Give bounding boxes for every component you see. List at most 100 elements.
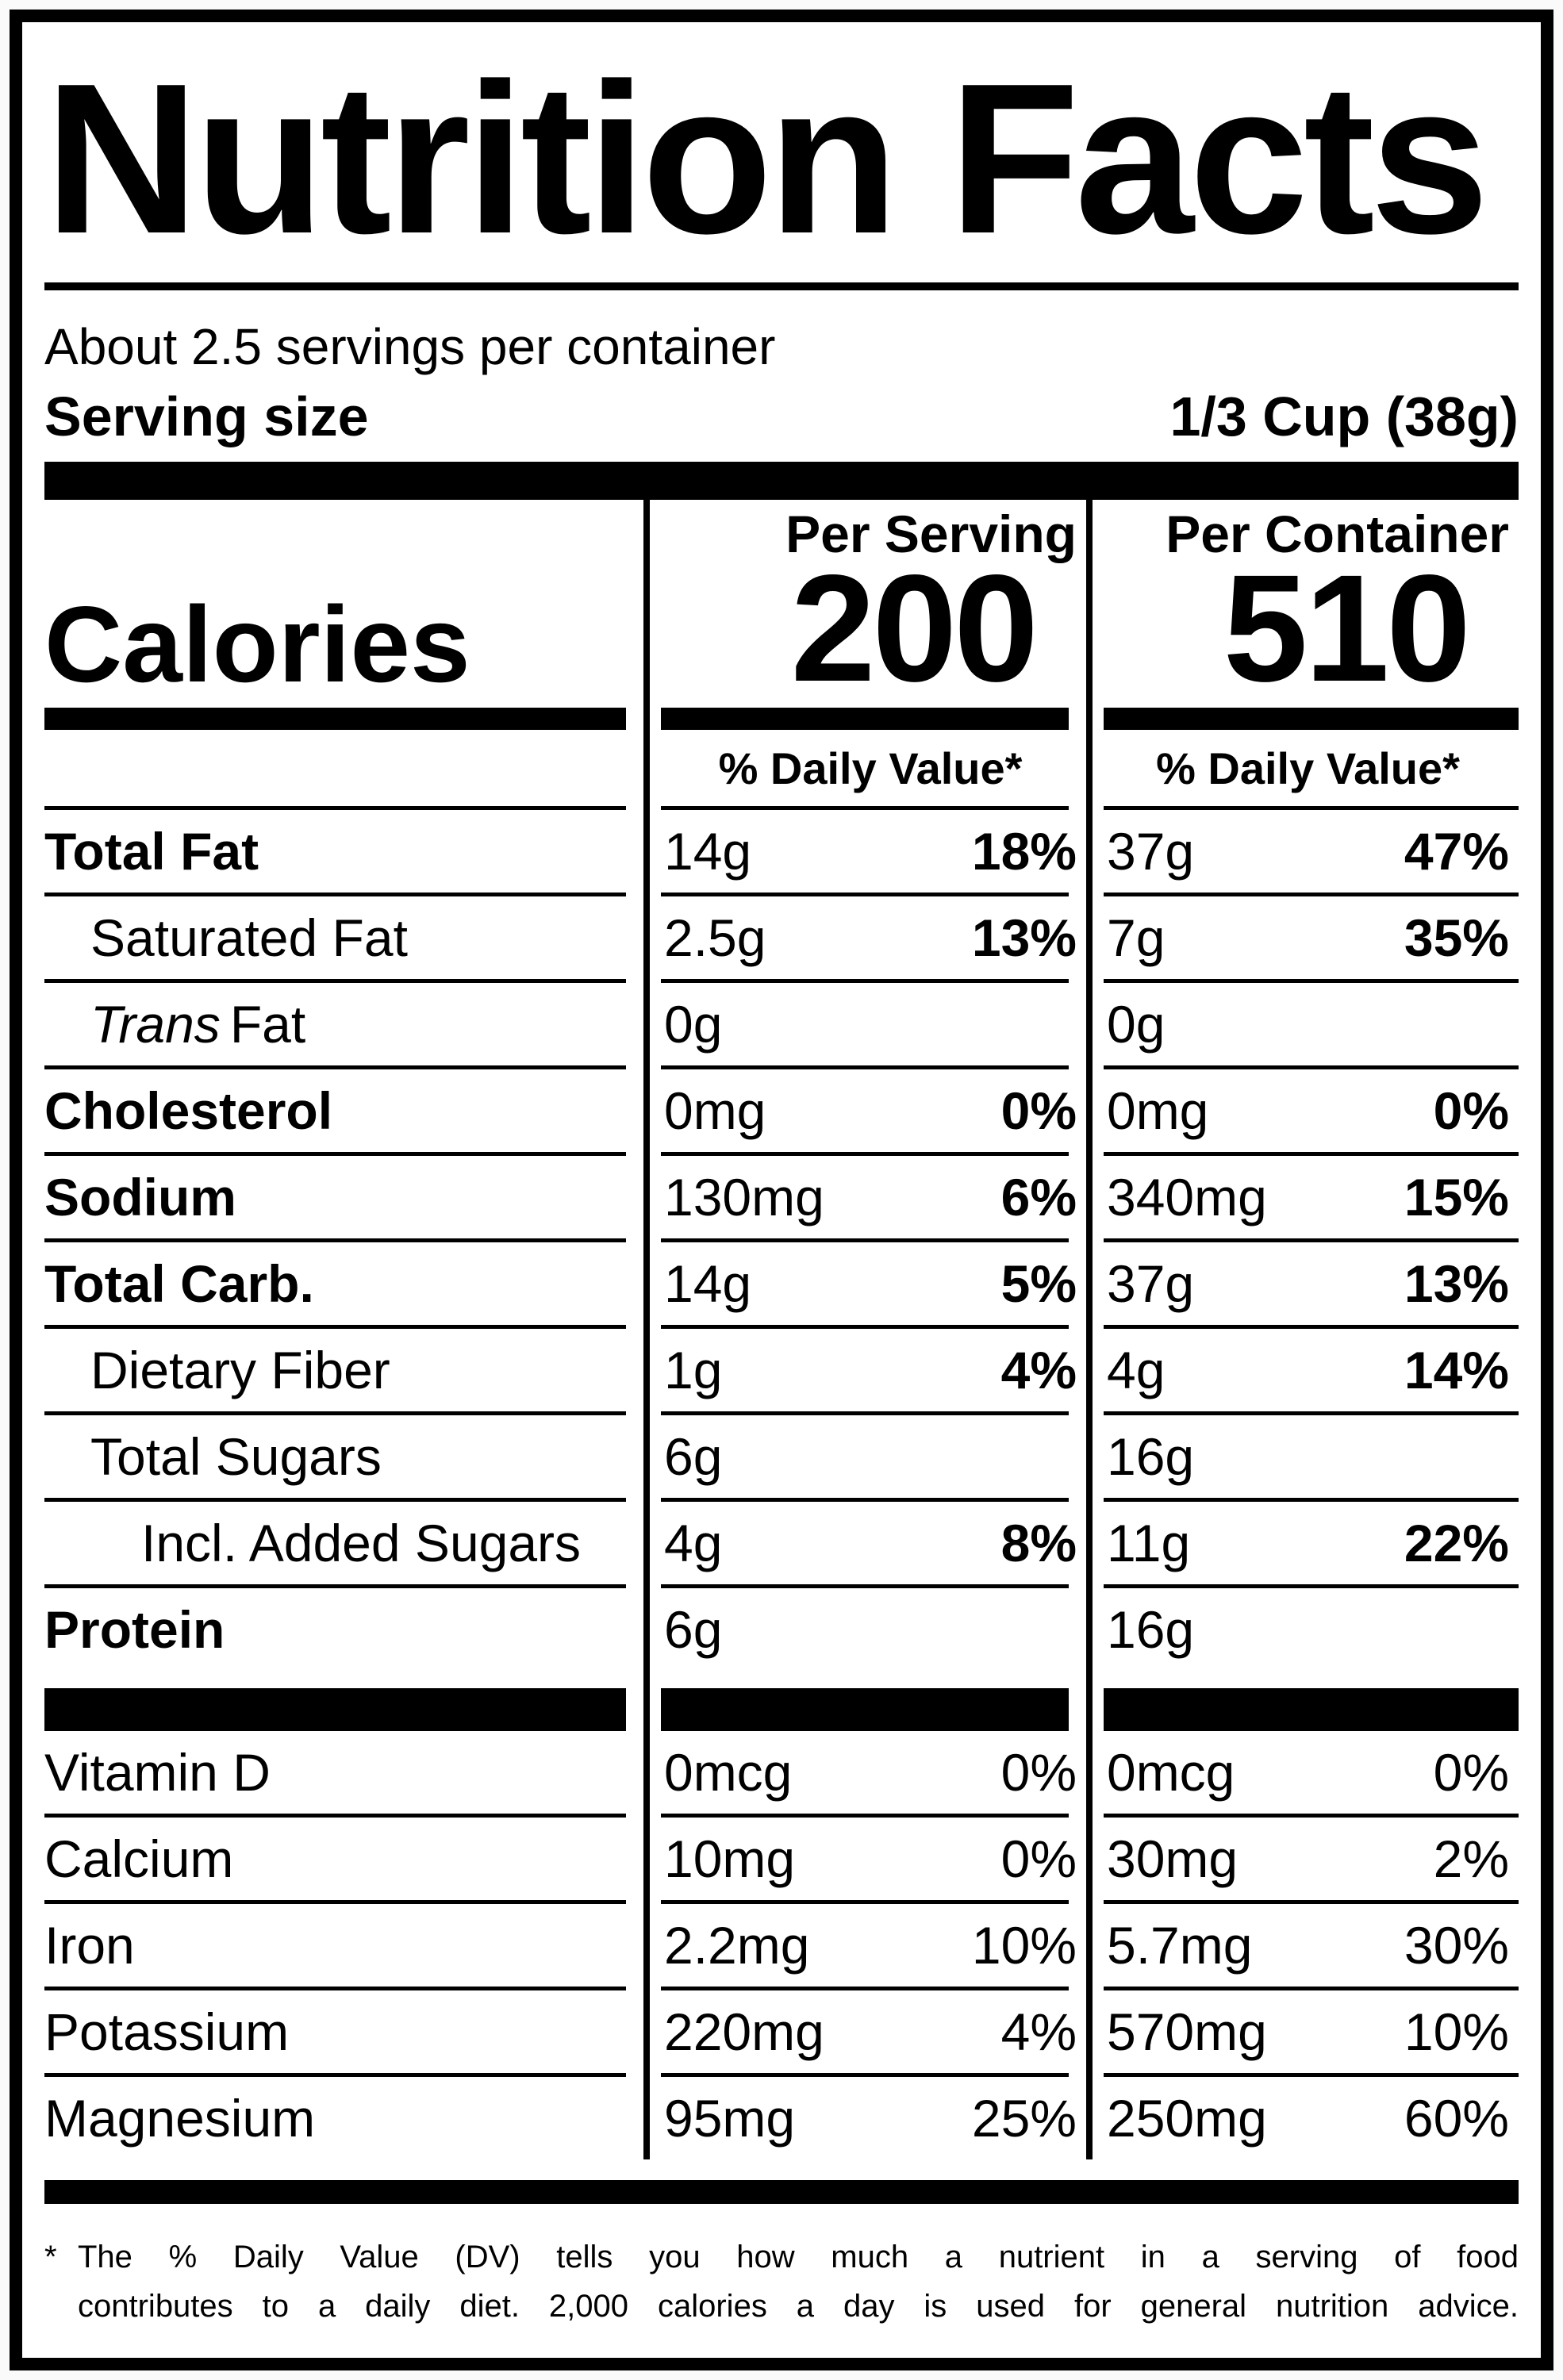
nutrient-name: Total Carb.: [44, 1254, 314, 1313]
container-dv: 60%: [1404, 2089, 1509, 2148]
container-amount: 7g: [1107, 908, 1166, 967]
columns-area: Per Serving Per Container Calories 200 5…: [44, 500, 1519, 2159]
nutrient-name: Vitamin D: [44, 1743, 271, 1802]
container-amount: 340mg: [1107, 1168, 1267, 1226]
container-amount: 5.7mg: [1107, 1916, 1253, 1975]
serving-dv: 8%: [1000, 1514, 1077, 1572]
serving-amount: 220mg: [664, 2002, 824, 2061]
nutrient-row-cholesterol: Cholesterol 0mg 0% 0mg 0%: [44, 1069, 1519, 1152]
container-dv: 35%: [1404, 908, 1509, 967]
row-separator: [44, 1238, 1519, 1242]
nutrient-name: Cholesterol: [44, 1081, 333, 1140]
nutrient-row-magnesium: Magnesium 95mg 25% 250mg 60%: [44, 2077, 1519, 2159]
nutrient-name: Calcium: [44, 1829, 234, 1888]
protein-divider-bar: [44, 1688, 1519, 1731]
trans-rest: Fat: [229, 995, 306, 1054]
container-dv: 10%: [1404, 2002, 1509, 2061]
serving-amount: 0mg: [664, 1081, 766, 1140]
nutrient-row-trans-fat: Trans Fat 0g 0g: [44, 983, 1519, 1065]
calories-underline-bar: [44, 708, 1519, 730]
nutrient-name: Total Fat: [44, 822, 259, 881]
calories-label: Calories: [44, 584, 470, 704]
serving-amount: 0mcg: [664, 1743, 793, 1802]
nutrient-row-protein: Protein 6g 16g: [44, 1588, 1519, 1671]
nutrient-name: Magnesium: [44, 2089, 316, 2148]
container-amount: 4g: [1107, 1341, 1166, 1399]
row-separator: [44, 1152, 1519, 1156]
per-serving-header: Per Serving: [785, 505, 1077, 563]
row-separator: [44, 892, 1519, 896]
container-dv: 15%: [1404, 1168, 1509, 1226]
footnote-line-1: The % Daily Value (DV) tells you how muc…: [78, 2240, 1519, 2274]
nutrient-row-total-sugars: Total Sugars 6g 16g: [44, 1415, 1519, 1498]
serving-dv: 4%: [1000, 2002, 1077, 2061]
row-separator: [44, 1987, 1519, 1990]
footnote-divider-bar: [44, 2180, 1519, 2204]
calories-per-container: 510: [1223, 543, 1471, 713]
serving-amount: 2.5g: [664, 908, 766, 967]
container-amount: 16g: [1107, 1427, 1195, 1486]
container-dv: 2%: [1433, 1829, 1509, 1888]
container-amount: 30mg: [1107, 1829, 1238, 1888]
servings-per-container: About 2.5 servings per container: [44, 318, 776, 375]
container-amount: 250mg: [1107, 2089, 1267, 2148]
serving-amount: 1g: [664, 1341, 723, 1399]
row-separator: [44, 979, 1519, 983]
serving-dv: 0%: [1000, 1081, 1077, 1140]
column-divider-right: [1086, 500, 1093, 2159]
nutrient-name: Total Sugars: [90, 1427, 382, 1486]
nutrient-name: Protein: [44, 1600, 225, 1659]
container-dv: 47%: [1404, 822, 1509, 881]
column-headers-row: Per Serving Per Container: [44, 500, 1519, 568]
row-separator: [44, 1814, 1519, 1818]
serving-dv: 10%: [971, 1916, 1077, 1975]
section-divider-bar: [44, 462, 1519, 500]
nutrition-facts-label: Nutrition Facts About 2.5 servings per c…: [10, 10, 1553, 2370]
footnote-line-2: contributes to a daily diet. 2,000 calor…: [78, 2289, 1519, 2324]
serving-amount: 6g: [664, 1427, 723, 1486]
row-separator: [44, 1498, 1519, 1502]
nutrient-name: Potassium: [44, 2002, 290, 2061]
row-separator: [44, 2073, 1519, 2077]
serving-size-value: 1/3 Cup (38g): [1169, 386, 1519, 447]
title-rule: [44, 282, 1519, 290]
container-amount: 0g: [1107, 995, 1166, 1054]
row-separator: [44, 1411, 1519, 1415]
daily-value-header-container: % Daily Value*: [1156, 743, 1460, 793]
serving-amount: 2.2mg: [664, 1916, 810, 1975]
daily-value-header-serving: % Daily Value*: [718, 743, 1023, 793]
per-container-header: Per Container: [1166, 505, 1509, 563]
nutrient-name: Trans Fat: [44, 995, 305, 1054]
serving-size-row: Serving size 1/3 Cup (38g): [44, 382, 1519, 451]
container-amount: 11g: [1107, 1514, 1191, 1572]
serving-dv: 0%: [1000, 1829, 1077, 1888]
footnote-asterisk: *: [44, 2240, 57, 2274]
nutrient-row-dietary-fiber: Dietary Fiber 1g 4% 4g 14%: [44, 1329, 1519, 1411]
container-amount: 37g: [1107, 822, 1195, 881]
nutrient-row-potassium: Potassium 220mg 4% 570mg 10%: [44, 1990, 1519, 2073]
container-amount: 16g: [1107, 1600, 1195, 1659]
serving-size-label: Serving size: [44, 386, 369, 447]
nutrient-name: Dietary Fiber: [90, 1341, 390, 1399]
nutrient-row-added-sugars: Incl. Added Sugars 4g 8% 11g 22%: [44, 1502, 1519, 1584]
serving-dv: 5%: [1000, 1254, 1077, 1313]
serving-amount: 130mg: [664, 1168, 824, 1226]
serving-amount: 10mg: [664, 1829, 796, 1888]
serving-amount: 14g: [664, 822, 752, 881]
nutrient-name: Saturated Fat: [90, 908, 408, 967]
serving-amount: 4g: [664, 1514, 723, 1572]
nutrient-row-total-fat: Total Fat 14g 18% 37g 47%: [44, 810, 1519, 892]
container-dv: 14%: [1404, 1341, 1509, 1399]
container-amount: 570mg: [1107, 2002, 1267, 2061]
serving-dv: 0%: [1000, 1743, 1077, 1802]
container-dv: 0%: [1433, 1081, 1509, 1140]
serving-amount: 0g: [664, 995, 723, 1054]
nutrient-row-saturated-fat: Saturated Fat 2.5g 13% 7g 35%: [44, 896, 1519, 979]
row-separator: [44, 1325, 1519, 1329]
nutrient-row-total-carb: Total Carb. 14g 5% 37g 13%: [44, 1242, 1519, 1325]
daily-value-header-row: % Daily Value* % Daily Value*: [44, 730, 1519, 806]
serving-dv: 4%: [1000, 1341, 1077, 1399]
container-dv: 30%: [1404, 1916, 1509, 1975]
container-dv: 13%: [1404, 1254, 1509, 1313]
nutrient-name: Sodium: [44, 1168, 236, 1226]
